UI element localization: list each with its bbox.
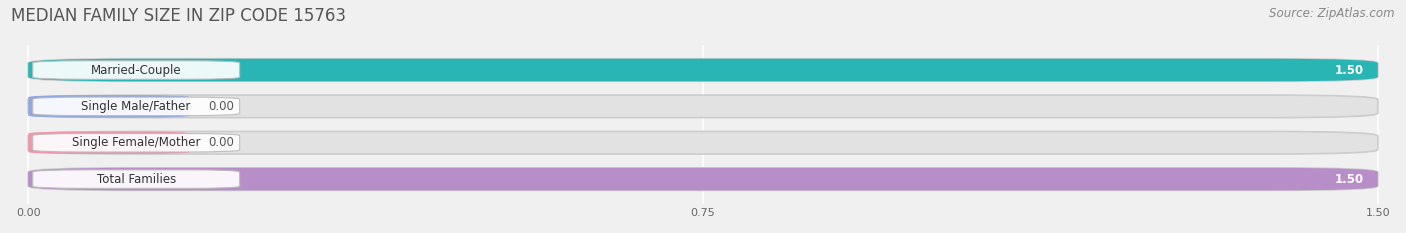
FancyBboxPatch shape — [32, 134, 239, 152]
FancyBboxPatch shape — [32, 170, 239, 188]
Text: MEDIAN FAMILY SIZE IN ZIP CODE 15763: MEDIAN FAMILY SIZE IN ZIP CODE 15763 — [11, 7, 346, 25]
Text: Single Female/Mother: Single Female/Mother — [72, 136, 201, 149]
Text: Source: ZipAtlas.com: Source: ZipAtlas.com — [1270, 7, 1395, 20]
FancyBboxPatch shape — [28, 168, 1378, 190]
FancyBboxPatch shape — [28, 95, 1378, 118]
Text: 0.00: 0.00 — [208, 136, 233, 149]
Text: Married-Couple: Married-Couple — [91, 64, 181, 76]
FancyBboxPatch shape — [32, 97, 239, 116]
Text: 1.50: 1.50 — [1336, 64, 1364, 76]
Text: Total Families: Total Families — [97, 173, 176, 186]
FancyBboxPatch shape — [32, 61, 239, 79]
FancyBboxPatch shape — [28, 95, 190, 118]
FancyBboxPatch shape — [28, 131, 1378, 154]
Text: Single Male/Father: Single Male/Father — [82, 100, 191, 113]
Text: 0.00: 0.00 — [208, 100, 233, 113]
FancyBboxPatch shape — [28, 168, 1378, 190]
FancyBboxPatch shape — [28, 131, 190, 154]
FancyBboxPatch shape — [28, 59, 1378, 81]
Text: 1.50: 1.50 — [1336, 173, 1364, 186]
FancyBboxPatch shape — [28, 59, 1378, 81]
